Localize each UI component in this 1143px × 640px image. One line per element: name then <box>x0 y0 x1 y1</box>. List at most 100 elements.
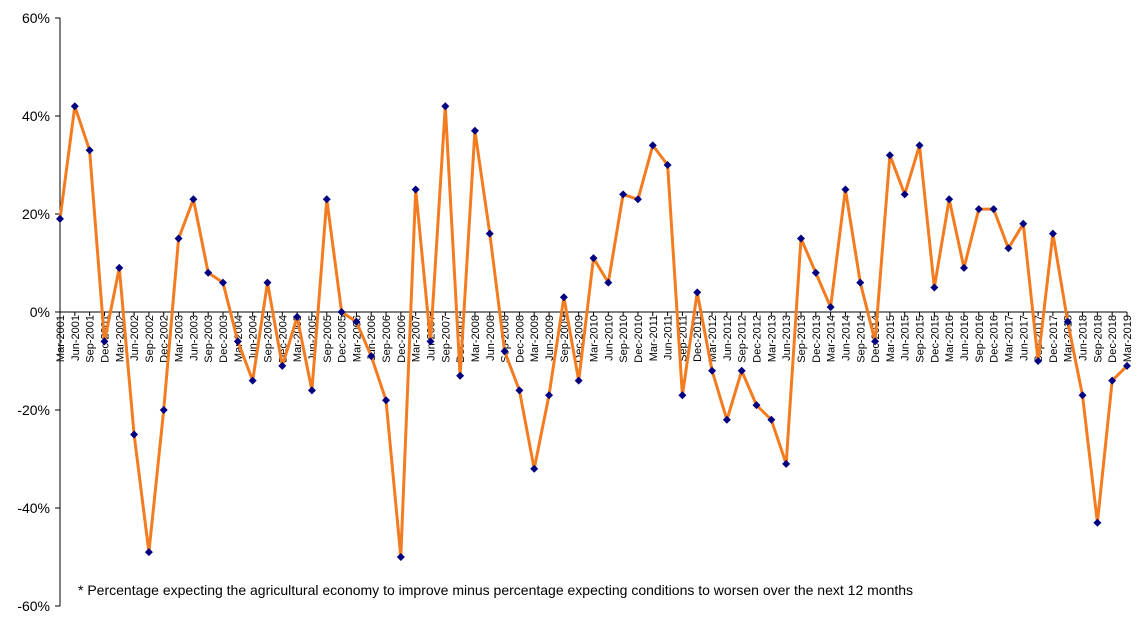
x-tick-label: Jun-2008 <box>485 315 497 361</box>
data-point <box>233 337 242 346</box>
x-tick-label: Dec-2012 <box>752 315 764 363</box>
x-tick-label: Mar-2017 <box>1003 315 1015 362</box>
data-point <box>367 352 376 361</box>
x-tick-label: Dec-2016 <box>989 315 1001 363</box>
x-tick-label: Mar-2001 <box>55 315 67 362</box>
x-tick-label: Jun-2018 <box>1078 315 1090 361</box>
data-point <box>293 312 302 321</box>
x-tick-label: Sep-2013 <box>796 315 808 363</box>
data-point <box>930 283 939 292</box>
data-point <box>826 303 835 312</box>
data-point <box>204 268 213 277</box>
x-tick-label: Mar-2012 <box>707 315 719 362</box>
x-tick-label: Sep-2012 <box>737 315 749 363</box>
data-point <box>811 268 820 277</box>
x-tick-label: Mar-2018 <box>1063 315 1075 362</box>
data-point <box>470 126 479 135</box>
data-point <box>752 401 761 410</box>
data-point <box>85 146 94 155</box>
data-point <box>693 288 702 297</box>
data-point <box>352 317 361 326</box>
series-layer <box>56 102 1131 561</box>
y-axis: 60% 40% 20% 0% -20% -40% -60% <box>17 10 61 614</box>
x-tick-label: Sep-2014 <box>855 315 867 363</box>
x-tick-label: Sep-2006 <box>381 315 393 363</box>
data-point <box>648 141 657 150</box>
data-point <box>322 195 331 204</box>
x-tick-label: Sep-2004 <box>262 315 274 363</box>
x-tick-label: Mar-2006 <box>351 315 363 362</box>
data-point <box>1093 518 1102 527</box>
x-tick-label: Jun-2016 <box>959 315 971 361</box>
data-point <box>515 386 524 395</box>
data-point <box>796 234 805 243</box>
data-point <box>589 254 598 263</box>
data-point <box>1004 244 1013 253</box>
x-tick-label: Mar-2009 <box>529 315 541 362</box>
data-point <box>411 185 420 194</box>
data-point <box>100 337 109 346</box>
x-tick-label: Mar-2011 <box>648 315 660 361</box>
y-tick-label: 60% <box>22 10 50 26</box>
data-point <box>1034 357 1043 365</box>
x-tick-label: Mar-2007 <box>411 315 423 362</box>
x-tick-label: Dec-2011 <box>692 315 704 362</box>
y-tick-label: 40% <box>22 108 50 124</box>
x-tick-label: Jun-2001 <box>70 315 82 361</box>
data-point <box>441 102 450 111</box>
x-tick-label: Mar-2015 <box>885 315 897 362</box>
data-point <box>871 337 880 346</box>
data-point <box>663 161 672 169</box>
data-point <box>737 366 746 375</box>
x-tick-label: Jun-2002 <box>129 315 141 361</box>
x-tick-label: Jun-2003 <box>188 315 200 361</box>
x-tick-label: Mar-2003 <box>174 315 186 362</box>
data-point <box>1078 391 1087 400</box>
data-point <box>559 293 568 302</box>
x-tick-label: Dec-2008 <box>514 315 526 363</box>
x-tick-label: Jun-2013 <box>781 315 793 361</box>
data-point <box>708 366 717 375</box>
data-point <box>856 278 865 287</box>
data-point <box>485 229 494 238</box>
data-point <box>307 386 316 395</box>
x-tick-label: Mar-2016 <box>944 315 956 362</box>
y-tick-label: -20% <box>17 402 50 418</box>
x-tick-label: Jun-2011 <box>663 315 675 360</box>
x-tick-label: Sep-2007 <box>440 315 452 363</box>
data-point <box>959 263 968 272</box>
x-tick-label: Mar-2010 <box>589 315 601 362</box>
x-tick-label: Jun-2010 <box>603 315 615 361</box>
data-point <box>722 415 731 424</box>
x-tick-label: Jun-2015 <box>900 315 912 361</box>
data-point <box>1123 361 1131 370</box>
x-tick-label: Sep-2005 <box>322 315 334 363</box>
data-point <box>945 195 954 204</box>
data-point <box>500 347 509 356</box>
data-point <box>1063 317 1072 326</box>
x-tick-label: Dec-2018 <box>1107 315 1119 363</box>
x-tick-label: Sep-2015 <box>915 315 927 363</box>
x-axis: Mar-2001Jun-2001Sep-2001Dec-2001Mar-2002… <box>55 311 1134 363</box>
data-point <box>885 151 894 160</box>
data-point <box>1108 376 1117 385</box>
data-point <box>130 430 139 439</box>
data-point <box>678 391 687 400</box>
x-tick-label: Sep-2016 <box>974 315 986 363</box>
x-tick-label: Sep-2018 <box>1092 315 1104 363</box>
x-tick-label: Jun-2014 <box>840 315 852 361</box>
data-point <box>115 263 124 272</box>
data-point <box>159 406 168 414</box>
data-point <box>144 548 153 557</box>
data-point <box>219 278 228 287</box>
data-point <box>989 205 998 214</box>
data-point <box>278 361 287 370</box>
x-tick-label: Dec-2005 <box>337 315 349 363</box>
data-point <box>426 337 435 346</box>
data-point <box>70 102 79 111</box>
x-tick-label: Sep-2002 <box>144 315 156 363</box>
data-point <box>574 376 583 385</box>
x-tick-label: Dec-2006 <box>396 315 408 363</box>
data-point <box>337 308 346 316</box>
